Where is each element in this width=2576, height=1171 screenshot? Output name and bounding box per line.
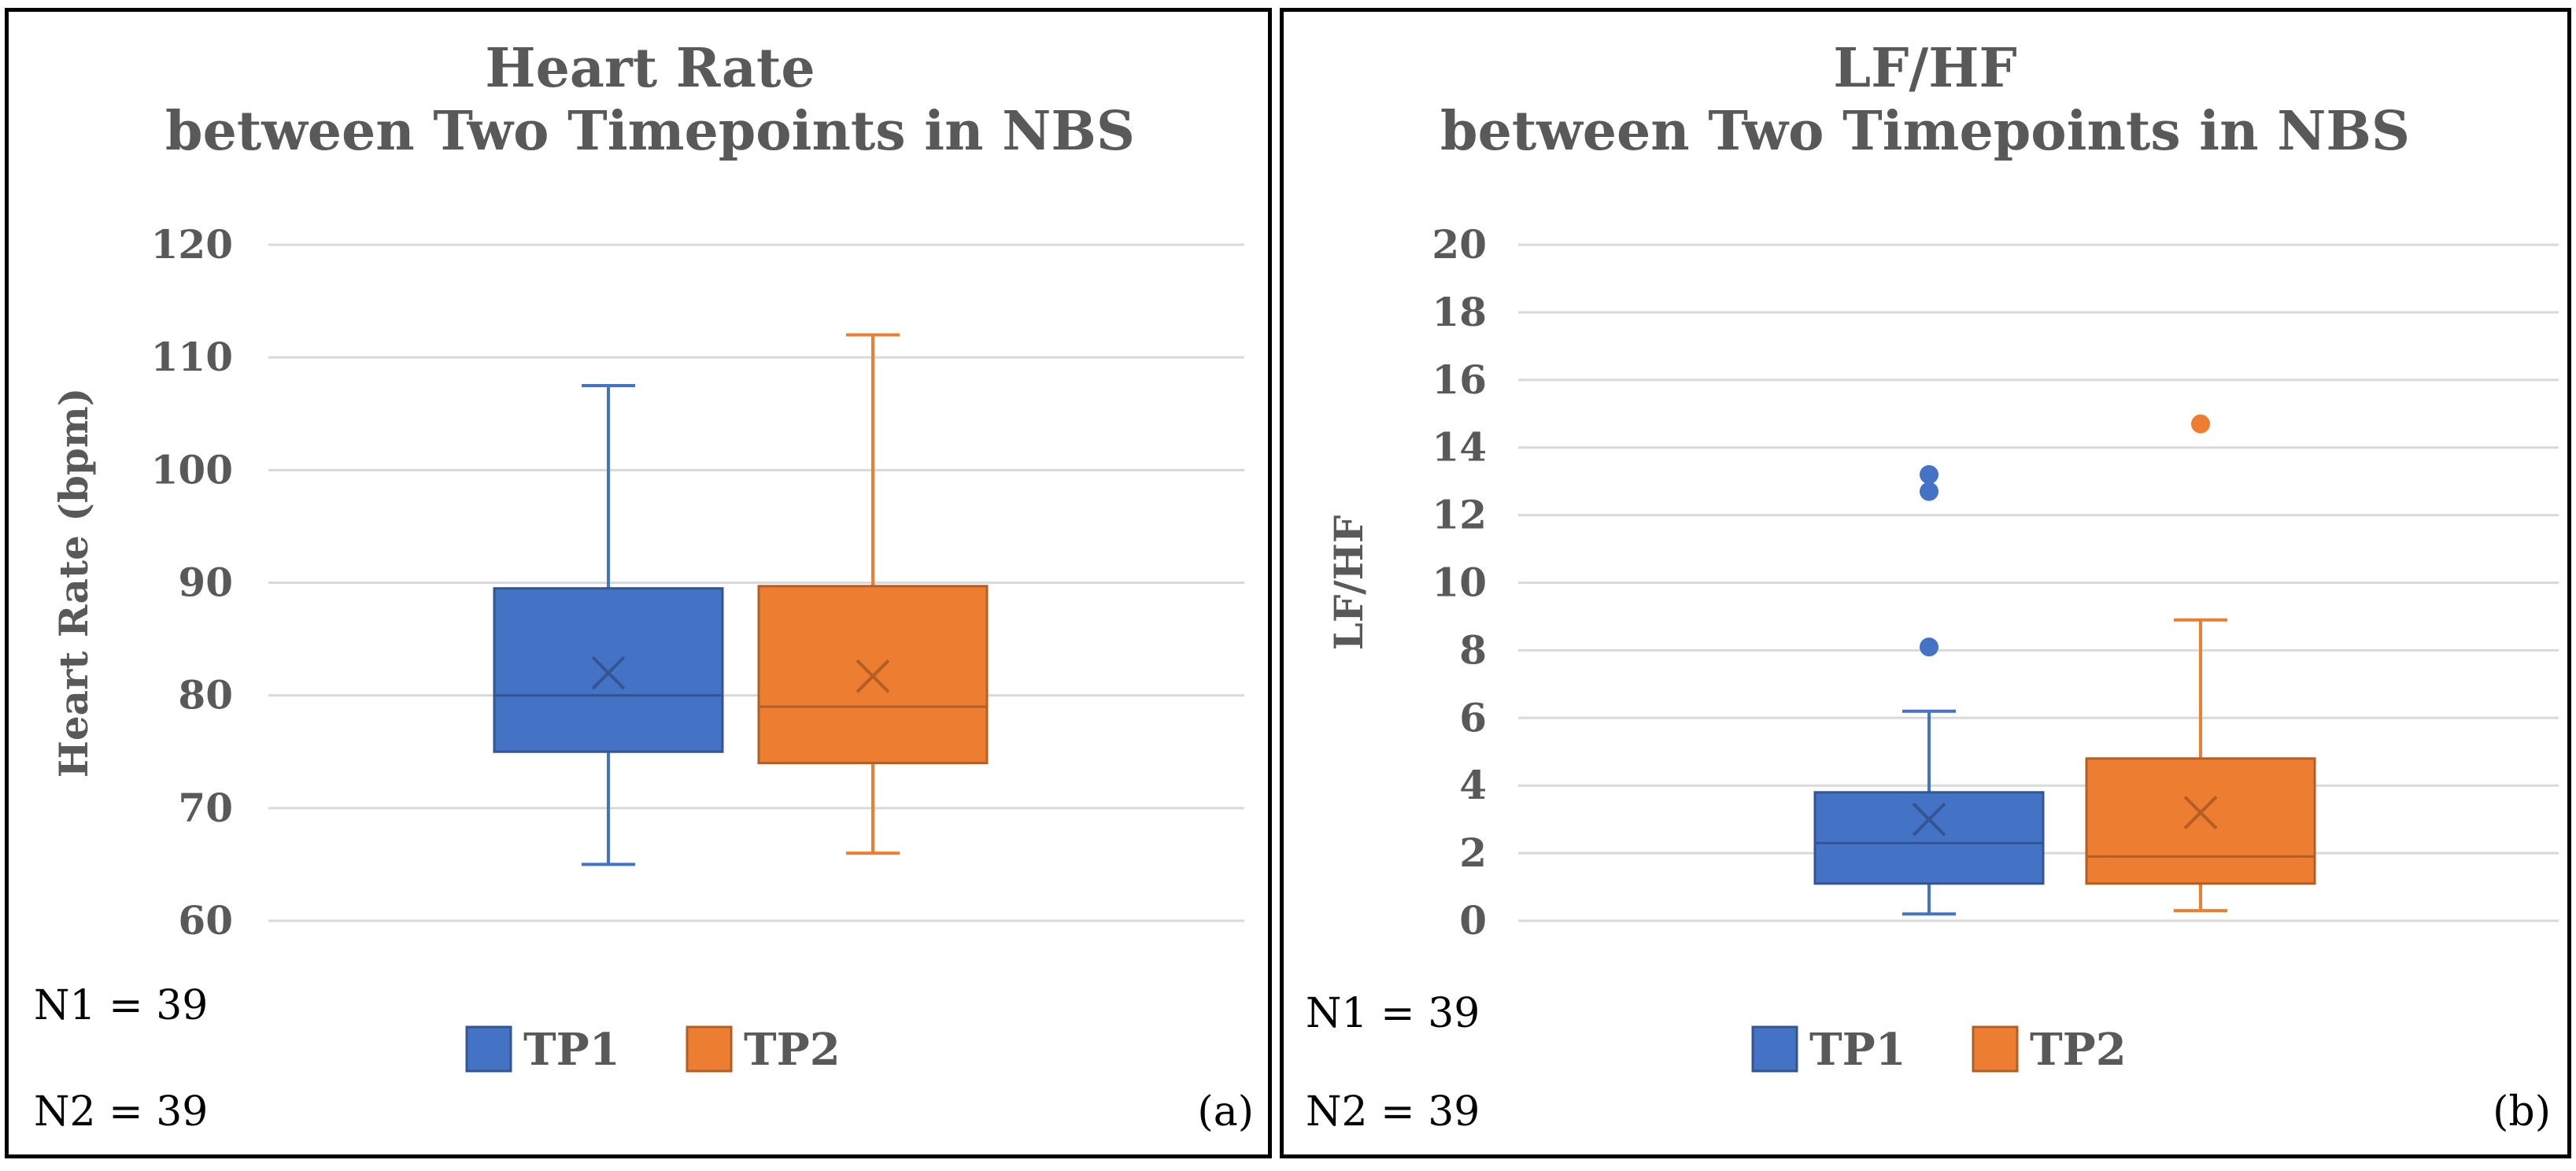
legend-swatch-tp2 (686, 1025, 733, 1073)
y-tick-label: 100 (151, 446, 233, 493)
y-tick-label: 60 (178, 897, 233, 944)
legend-swatch-tp1 (465, 1025, 512, 1073)
sample-size-n2: N2 = 39 (34, 1088, 208, 1136)
y-tick-label: 16 (1432, 356, 1487, 403)
sample-size-n1: N1 = 39 (1306, 990, 1480, 1037)
y-tick-label: 12 (1432, 492, 1487, 538)
box-tp2 (2085, 757, 2316, 885)
y-tick-label: 10 (1432, 560, 1487, 606)
y-tick-label: 8 (1459, 626, 1487, 673)
y-tick-label: 6 (1459, 694, 1487, 741)
panel-label: (a) (1197, 1088, 1254, 1136)
mean-marker (856, 659, 890, 693)
mean-marker (591, 656, 626, 690)
chart-title-line: between Two Timepoints in NBS (1440, 100, 2410, 163)
mean-marker (1912, 802, 1946, 837)
y-tick-label: 80 (178, 672, 233, 718)
outlier-point (1920, 482, 1938, 501)
legend-swatch-tp1 (1751, 1025, 1798, 1073)
chart-title-line: LF/HF (1833, 37, 2016, 100)
chart-title-line: Heart Rate (485, 37, 815, 100)
y-tick-label: 2 (1459, 829, 1487, 876)
y-tick-label: 0 (1459, 897, 1487, 944)
y-tick-label: 14 (1432, 424, 1487, 471)
outlier-point (1920, 637, 1938, 657)
y-tick-label: 110 (151, 334, 233, 380)
box-tp1 (1813, 791, 2045, 885)
chart-title-line: between Two Timepoints in NBS (165, 100, 1135, 163)
outlier-point (2191, 414, 2210, 434)
box-tp1 (493, 587, 724, 753)
outlier-point (1920, 465, 1938, 485)
y-tick-label: 20 (1432, 221, 1487, 268)
y-axis-label: LF/HF (1325, 515, 1372, 651)
y-axis-label: Heart Rate (bpm) (50, 388, 97, 778)
legend-label-tp2: TP2 (744, 1024, 841, 1076)
legend-label-tp1: TP1 (523, 1024, 620, 1076)
y-tick-label: 70 (178, 785, 233, 831)
y-tick-label: 90 (178, 560, 233, 606)
y-tick-label: 120 (151, 221, 233, 268)
y-tick-label: 4 (1459, 762, 1487, 808)
sample-size-n1: N1 = 39 (34, 982, 208, 1029)
panel-label: (b) (2493, 1088, 2551, 1136)
sample-size-n2: N2 = 39 (1306, 1088, 1480, 1136)
y-tick-label: 18 (1432, 289, 1487, 335)
legend-label-tp1: TP1 (1809, 1024, 1906, 1076)
chart-panel-b: LF/HF between Two Timepoints in NBS 0 2 4 6 8 1… (1280, 8, 2571, 1158)
chart-panel-a: Heart Rate between Two Timepoints in NBS 6… (5, 8, 1272, 1158)
mean-marker (2183, 796, 2218, 829)
legend-swatch-tp2 (1972, 1025, 2019, 1073)
legend-label-tp2: TP2 (2030, 1024, 2127, 1076)
